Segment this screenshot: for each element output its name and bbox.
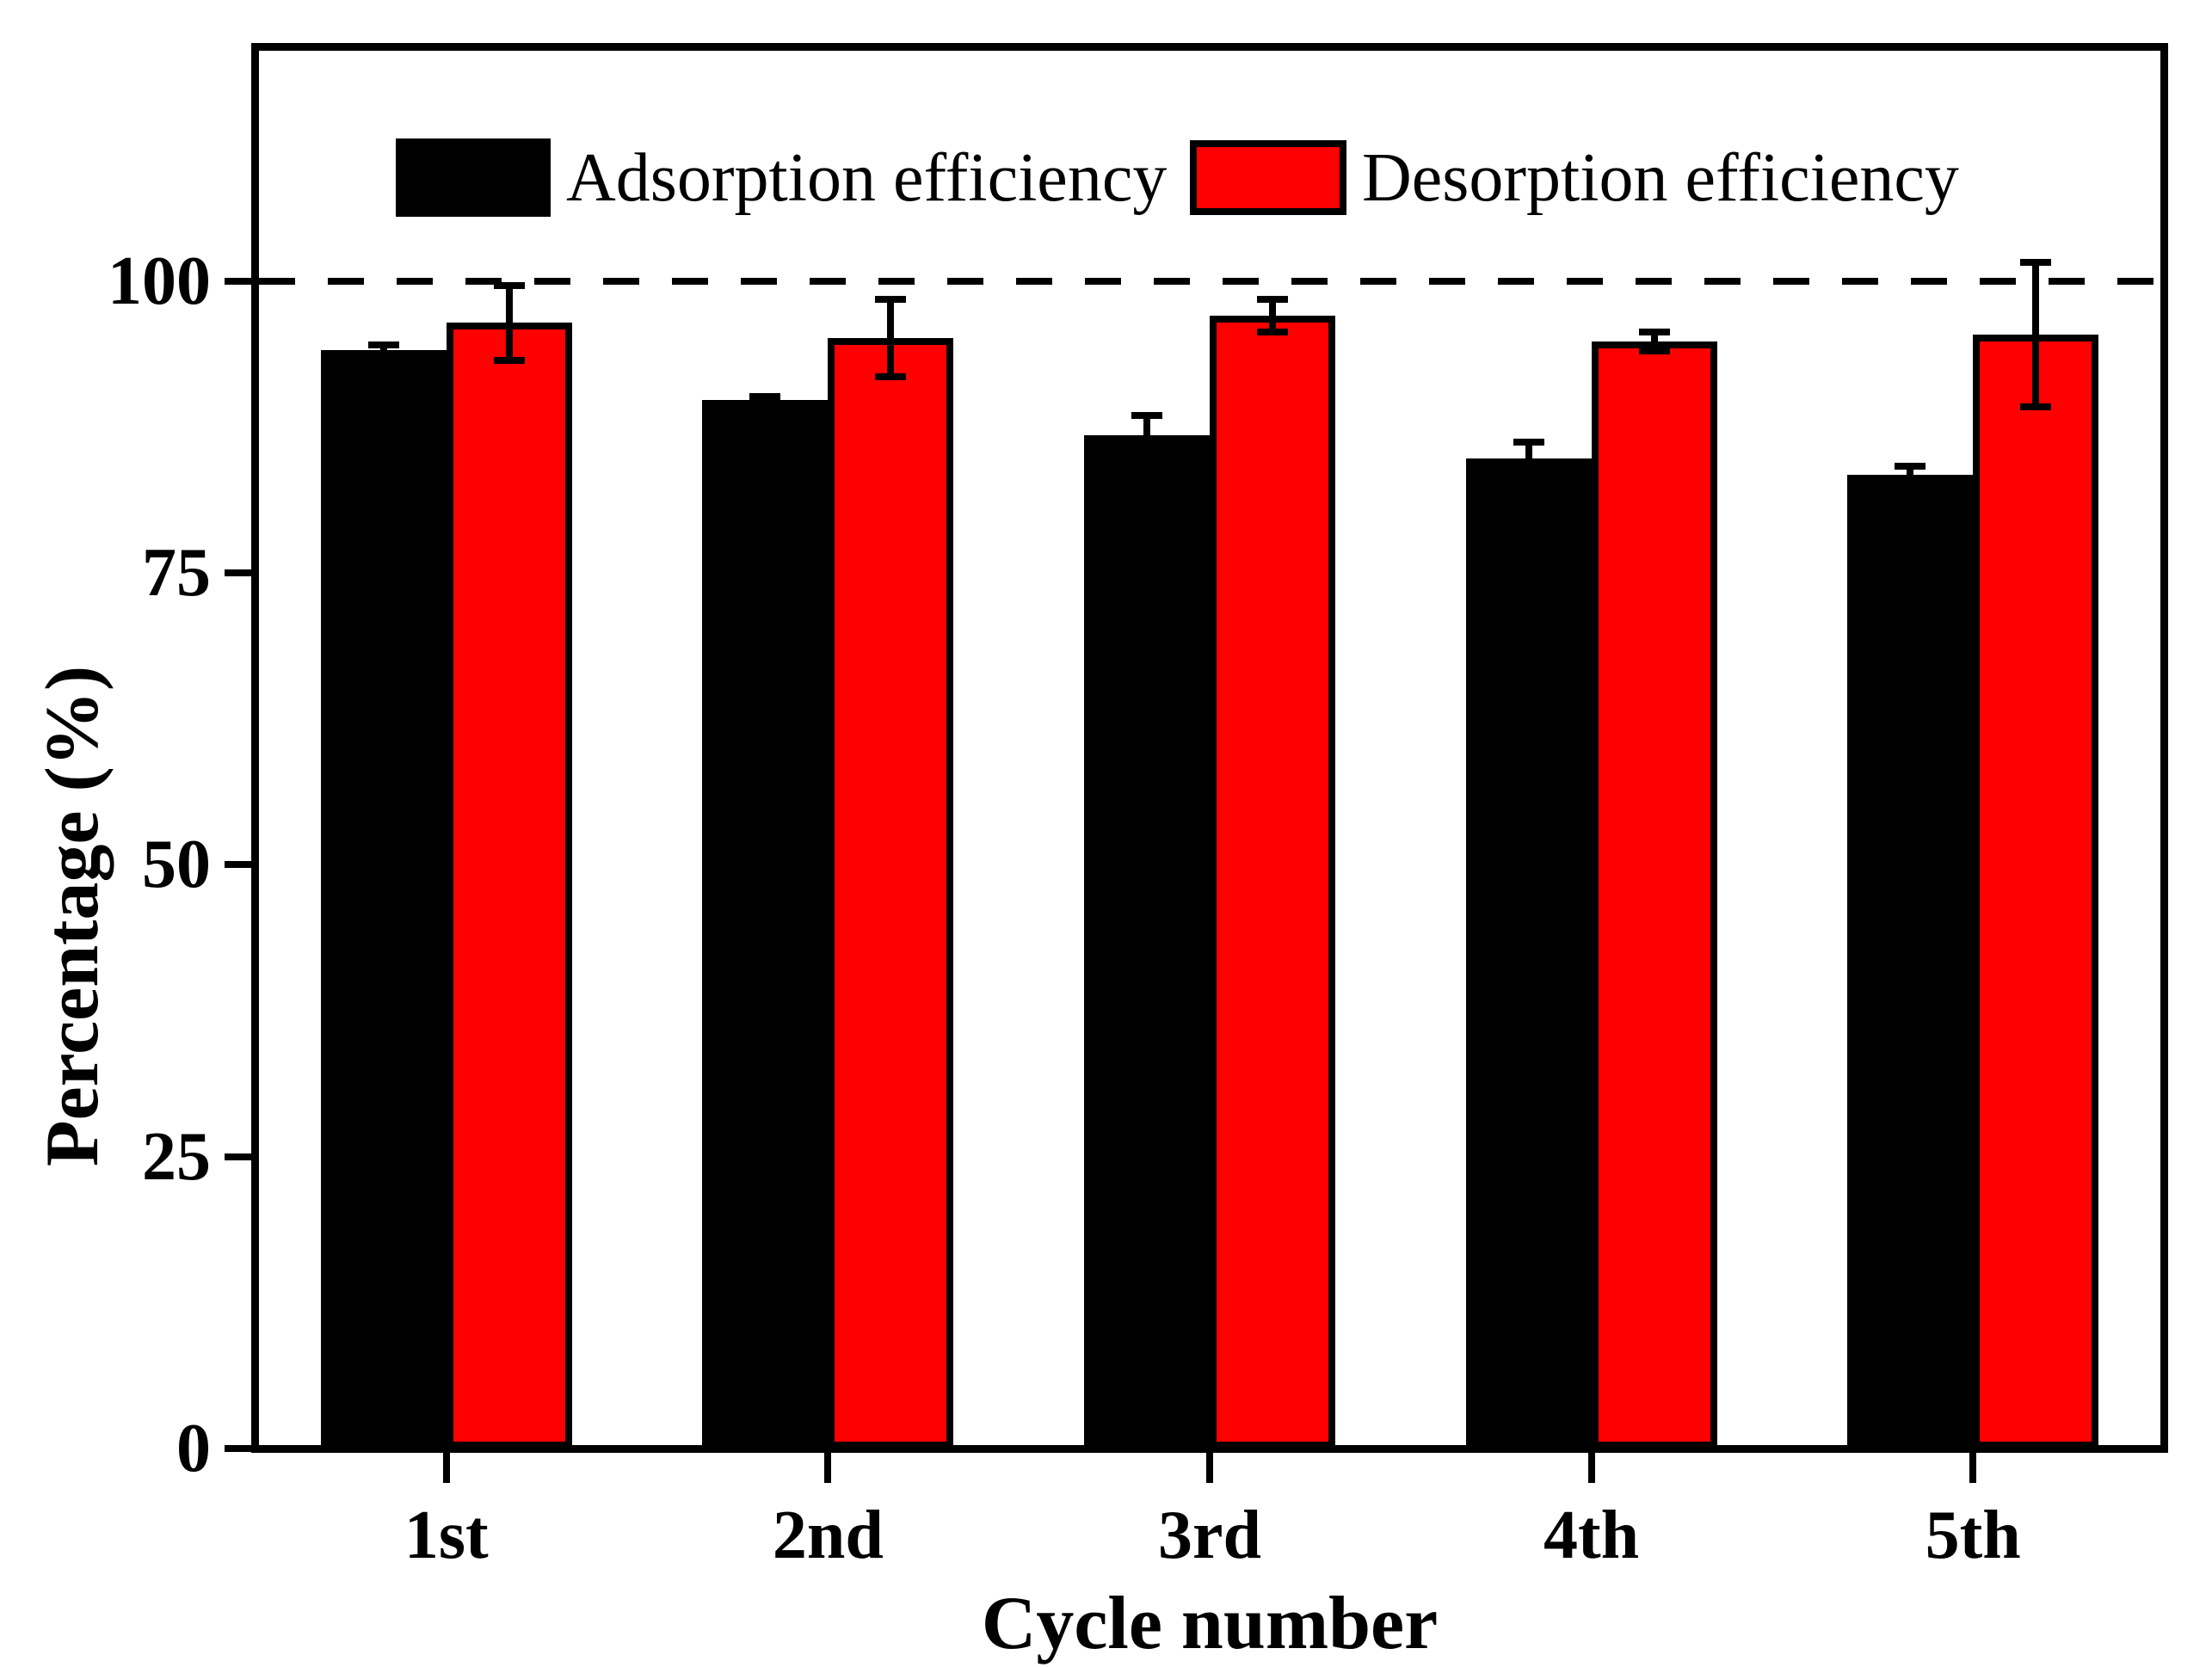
error-bar-cap-bottom (367, 351, 399, 359)
y-tick-label: 50 (142, 827, 211, 903)
y-tick-label: 75 (142, 534, 211, 611)
bar-adsorption (702, 399, 829, 1449)
error-bar-cap-bottom (1638, 347, 1670, 354)
error-bar-stem (1650, 332, 1658, 351)
error-bar-cap-top (749, 392, 781, 400)
x-tick-label: 1st (404, 1498, 489, 1573)
y-tick (225, 1153, 256, 1160)
error-bar-cap-bottom (875, 372, 907, 380)
error-bar-cap-bottom (749, 400, 781, 408)
error-bar-cap-top (1257, 296, 1288, 304)
error-bar-cap-bottom (1513, 471, 1544, 478)
x-tick (1206, 1452, 1213, 1483)
error-bar-stem (2032, 261, 2040, 408)
error-bar-stem (761, 396, 769, 404)
legend-swatch-desorption (1190, 140, 1346, 215)
bar-desorption (446, 323, 572, 1449)
x-axis-title: Cycle number (981, 1582, 1439, 1665)
error-bar-cap-top (1131, 411, 1162, 419)
error-bar-cap-bottom (2020, 403, 2052, 411)
error-bar-cap-top (1638, 329, 1670, 336)
y-tick (225, 569, 256, 576)
error-bar-stem (1525, 441, 1532, 475)
error-bar-cap-top (875, 296, 907, 304)
error-bar-stem (887, 299, 895, 377)
x-tick-label: 3rd (1158, 1498, 1261, 1573)
legend-swatch-adsorption (396, 138, 551, 217)
x-tick (824, 1452, 832, 1483)
bar-desorption (1973, 334, 2099, 1449)
error-bar-cap-top (367, 341, 399, 349)
error-bar-cap-top (2020, 258, 2052, 266)
y-tick-label: 100 (108, 243, 211, 319)
bar-adsorption (1465, 458, 1592, 1449)
error-bar-cap-top (493, 281, 525, 289)
error-bar-cap-bottom (1895, 479, 1926, 487)
y-tick (225, 1445, 256, 1452)
y-tick-label: 25 (142, 1118, 211, 1195)
y-tick-label: 0 (176, 1411, 211, 1486)
reference-line (259, 277, 2160, 285)
error-bar-stem (1269, 299, 1276, 333)
error-bar-stem (379, 345, 387, 355)
error-bar-stem (505, 285, 513, 360)
x-tick-label: 5th (1925, 1498, 2021, 1573)
error-bar-cap-top (1895, 463, 1926, 471)
x-tick (1587, 1452, 1595, 1483)
error-bar-stem (1143, 415, 1150, 455)
error-bar-stem (1907, 466, 1914, 483)
y-axis-title: Percentage (%) (31, 665, 114, 1167)
x-tick (442, 1452, 450, 1483)
x-tick-label: 2nd (772, 1498, 884, 1573)
x-tick (1969, 1452, 1977, 1483)
x-tick-label: 4th (1543, 1498, 1640, 1573)
bar-adsorption (1084, 434, 1210, 1449)
bar-desorption (828, 338, 954, 1449)
bar-adsorption (1847, 474, 1974, 1449)
bar-adsorption (320, 349, 447, 1449)
error-bar-cap-top (1513, 438, 1544, 446)
bar-desorption (1591, 341, 1717, 1449)
y-tick (225, 277, 256, 285)
bar-desorption (1210, 316, 1335, 1449)
legend-label-desorption: Desorption efficiency (1362, 140, 1959, 216)
y-tick (225, 861, 256, 869)
legend-label-adsorption: Adsorption efficiency (566, 140, 1168, 216)
error-bar-cap-bottom (493, 356, 525, 364)
error-bar-cap-bottom (1131, 451, 1162, 458)
error-bar-cap-bottom (1257, 329, 1288, 336)
